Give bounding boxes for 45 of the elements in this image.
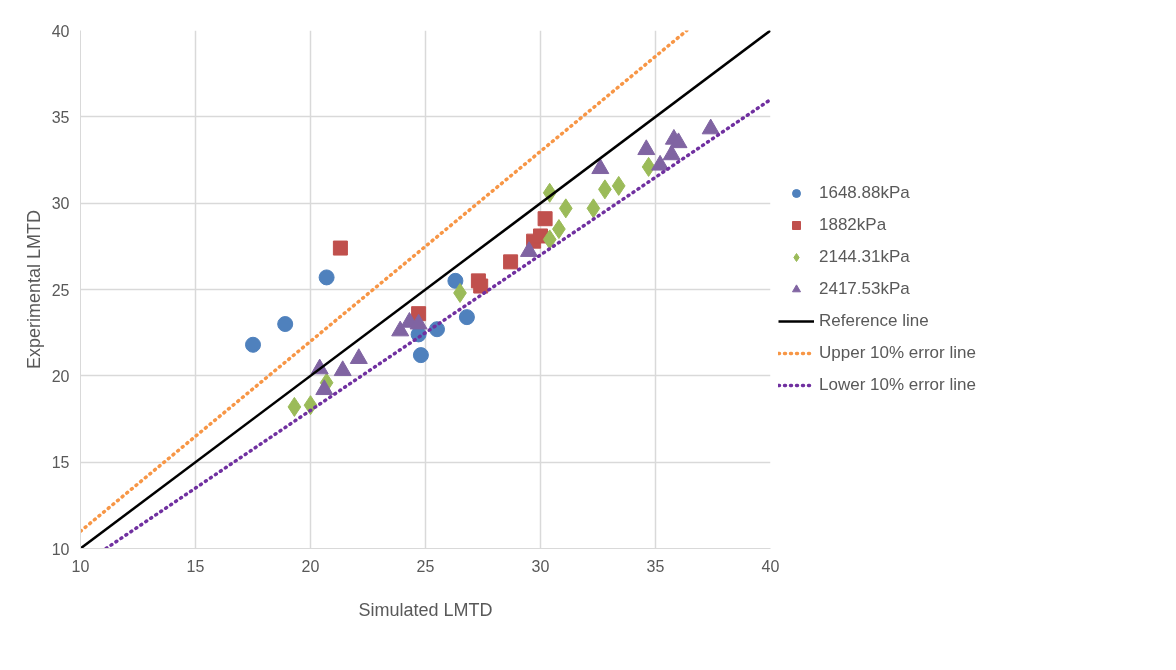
point [651, 154, 670, 171]
x-tick-label: 35 [646, 557, 665, 575]
point [586, 198, 601, 219]
legend-label: 1648.88kPa [819, 183, 910, 203]
point [641, 156, 656, 177]
point [611, 175, 626, 196]
y-tick-label: 30 [51, 195, 70, 213]
legend-label: 2144.31kPa [819, 247, 910, 267]
point [637, 139, 656, 156]
point [591, 158, 610, 175]
point [287, 396, 302, 417]
point [277, 316, 294, 333]
y-tick-label: 35 [51, 108, 70, 126]
legend-label: 2417.53kPa [819, 279, 910, 299]
x-tick-label: 25 [416, 557, 435, 575]
x-axis-title: Simulated LMTD [358, 599, 493, 620]
x-tick-label: 20 [301, 557, 320, 575]
x-tick-label: 30 [531, 557, 550, 575]
y-axis-title: Experimental LMTD [23, 209, 44, 370]
y-tick-label: 15 [51, 454, 70, 472]
y-tick-label: 10 [51, 540, 70, 558]
point [503, 254, 519, 270]
point [447, 272, 464, 289]
legend-label: Lower 10% error line [819, 375, 976, 395]
point [662, 144, 681, 161]
point [542, 229, 557, 250]
legend-label: Upper 10% error line [819, 343, 976, 363]
point [537, 211, 553, 227]
legend-label: Reference line [819, 311, 929, 331]
point [245, 336, 261, 353]
x-tick-label: 40 [761, 557, 780, 575]
y-tick-label: 25 [51, 281, 70, 299]
point [473, 278, 489, 294]
point [318, 269, 335, 286]
x-tick-label: 15 [186, 557, 205, 575]
y-tick-label: 20 [51, 367, 70, 385]
point [412, 347, 429, 364]
point [669, 132, 688, 149]
point [332, 240, 348, 256]
point [701, 118, 720, 135]
point [558, 198, 573, 219]
x-tick-label: 10 [71, 557, 90, 575]
point [458, 309, 475, 326]
y-tick-label: 40 [51, 22, 70, 40]
legend-label: 1882kPa [819, 215, 887, 235]
